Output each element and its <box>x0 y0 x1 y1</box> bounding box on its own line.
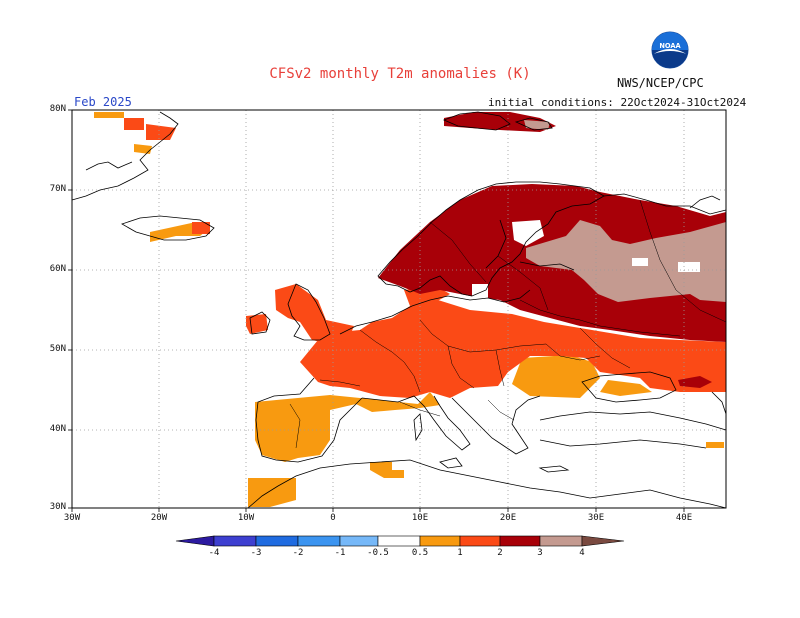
colorbar-label-2: 2 <box>497 548 503 558</box>
colorbar-label-neg3: -3 <box>250 548 262 558</box>
lon-label-30e: 30E <box>587 513 605 523</box>
colorbar-label-1: 1 <box>457 548 463 558</box>
colorbar-swatch-2-1 <box>297 535 341 547</box>
colorbar-label-neg2: -2 <box>292 548 304 558</box>
noaa-logo-icon: NOAA <box>651 31 689 69</box>
colorbar-label-neg1: -1 <box>334 548 346 558</box>
lon-label-10w: 10W <box>237 513 255 523</box>
colorbar-swatch-lt-4 <box>175 535 215 547</box>
lon-label-20w: 20W <box>150 513 168 523</box>
colorbar-swatch-2-3 <box>499 535 541 547</box>
colorbar-swatch-4-3 <box>213 535 257 547</box>
initial-conditions: initial conditions: 22Oct2024-31Oct2024 <box>488 96 747 109</box>
colorbar-swatch-3-2 <box>255 535 299 547</box>
axis-ticks <box>68 109 685 512</box>
map-title: CFSv2 monthly T2m anomalies (K) <box>269 66 531 82</box>
lon-label-0: 0 <box>330 513 336 523</box>
graticule <box>72 110 726 508</box>
lon-label-40e: 40E <box>675 513 693 523</box>
lat-label-30n: 30N <box>49 502 66 512</box>
colorbar <box>175 535 625 547</box>
lat-label-50n: 50N <box>49 344 66 354</box>
lon-label-30w: 30W <box>63 513 81 523</box>
colorbar-label-neg05: -0.5 <box>367 548 389 558</box>
lat-label-70n: 70N <box>49 184 66 194</box>
colorbar-swatch-05-1 <box>419 535 461 547</box>
colorbar-swatch-1-05 <box>339 535 379 547</box>
anomaly-shading <box>94 112 726 507</box>
colorbar-label-4: 4 <box>579 548 585 558</box>
colorbar-swatch-neutral <box>377 535 421 547</box>
lat-label-60n: 60N <box>49 264 66 274</box>
colorbar-label-3: 3 <box>537 548 543 558</box>
forecast-month: Feb 2025 <box>74 95 132 109</box>
lon-label-20e: 20E <box>499 513 517 523</box>
lat-label-80n: 80N <box>49 104 66 114</box>
organization-label: NWS/NCEP/CPC <box>617 76 704 90</box>
borders <box>289 199 727 449</box>
colorbar-swatch-gt-4 <box>581 535 625 547</box>
svg-text:NOAA: NOAA <box>659 42 681 50</box>
map-frame <box>71 109 727 509</box>
colorbar-label-neg4: -4 <box>208 548 220 558</box>
lat-label-40n: 40N <box>49 424 66 434</box>
coastlines <box>71 111 727 509</box>
lon-label-10e: 10E <box>411 513 429 523</box>
colorbar-label-05: 0.5 <box>411 548 429 558</box>
colorbar-swatch-3-4 <box>539 535 583 547</box>
colorbar-swatch-1-2 <box>459 535 501 547</box>
